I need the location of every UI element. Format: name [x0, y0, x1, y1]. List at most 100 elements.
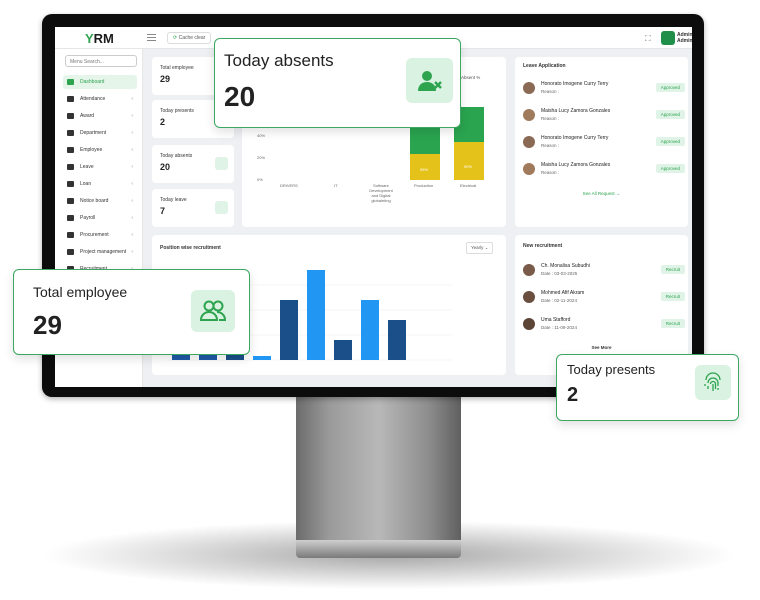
status-badge: Recruit — [660, 319, 685, 328]
sidebar-item-loan[interactable]: Loan ‹ — [63, 177, 137, 191]
stat-label: Total employee — [160, 65, 194, 71]
recruitment-bar — [307, 270, 325, 360]
leave-row[interactable]: Maisha Lucy Zamora Gonzales Reason : Appro… — [523, 160, 685, 180]
avatar — [523, 82, 535, 94]
sidebar-item-award[interactable]: Award ‹ — [63, 109, 137, 123]
attendance-icon — [67, 96, 74, 102]
status-badge: Approved — [655, 164, 685, 173]
notice-icon — [67, 198, 74, 204]
bar-electrical-absent — [454, 142, 484, 180]
float-today-absents: Today absents 20 — [214, 38, 461, 128]
award-icon — [67, 113, 74, 119]
sidebar-item-notice-board[interactable]: Notice board ‹ — [63, 194, 137, 208]
sidebar-item-attendance[interactable]: Attendance ‹ — [63, 92, 137, 106]
recruitment-bar — [388, 320, 406, 360]
recruit-row[interactable]: Ch. Monalisa Subudhi Date : 03-03-2025 Rec… — [523, 261, 685, 281]
recruitment-bar — [253, 356, 271, 360]
stat-label: Today absents — [160, 153, 193, 159]
bar-label: 10% — [464, 203, 473, 208]
recruitment-bar — [334, 340, 352, 360]
sidebar-item-payroll[interactable]: Payroll ‹ — [63, 211, 137, 225]
yearly-select[interactable]: Yearly ⌄ — [466, 242, 494, 254]
monitor-stand-base — [296, 540, 461, 558]
menu-toggle-icon[interactable] — [147, 34, 156, 41]
stat-card-today-absents: Today absents 20 — [152, 145, 234, 183]
position-chart-title: Position wise recruitment — [160, 245, 221, 251]
project-icon — [67, 249, 74, 255]
admin-avatar[interactable] — [661, 31, 675, 45]
status-badge: Approved — [655, 137, 685, 146]
new-recruitment-card: New recruitment Ch. Monalisa Subudhi Date… — [515, 235, 688, 375]
see-more-link[interactable]: See More — [591, 345, 612, 350]
status-badge: Approved — [655, 110, 685, 119]
admin-name[interactable]: Admin Admin — [677, 32, 692, 44]
user-icon — [215, 157, 228, 170]
leave-row[interactable]: Honorato Imogene Curry Terry Reason : Appr… — [523, 133, 685, 153]
users-icon — [191, 290, 235, 332]
x-tick: IT — [334, 183, 338, 188]
user-icon — [215, 201, 228, 214]
x-tick: DRIVERS — [280, 183, 298, 188]
float-total-employee: Total employee 29 — [13, 269, 250, 355]
float-value: 29 — [33, 310, 62, 340]
monitor-stand — [296, 397, 461, 540]
payroll-icon — [67, 215, 74, 221]
user-x-icon — [406, 58, 453, 103]
y-tick: 20% — [257, 155, 266, 160]
procurement-icon — [67, 232, 74, 238]
x-tick: Production — [414, 183, 434, 188]
leave-row[interactable]: Maisha Lucy Zamora Gonzales Reason : Appro… — [523, 106, 685, 126]
float-today-presents: Today presents 2 — [556, 354, 739, 421]
sidebar-item-leave[interactable]: Leave ‹ — [63, 160, 137, 174]
bar-production-absent — [410, 154, 440, 180]
sidebar-item-employee[interactable]: Employee ‹ — [63, 143, 137, 157]
recruit-row[interactable]: Uma Stafford Date : 11-09-2024 Recruit — [523, 315, 685, 335]
x-tick: Software Development and Digital globale… — [369, 183, 393, 203]
recruit-row[interactable]: Mohmed Afif Akram Date : 02-11-2024 Recrui… — [523, 288, 685, 308]
bar-label: 90% — [464, 164, 473, 169]
app-logo[interactable]: YRM — [85, 31, 114, 46]
float-value: 2 — [567, 384, 579, 406]
sidebar-item-procurement[interactable]: Procurement ‹ — [63, 228, 137, 242]
float-label: Total employee — [33, 284, 128, 300]
status-badge: Recruit — [660, 265, 685, 274]
leave-row[interactable]: Honorato Imogene Curry Terry Reason : Appr… — [523, 79, 685, 99]
float-label: Today absents — [224, 51, 334, 70]
y-tick: 40% — [257, 133, 266, 138]
leave-application-title: Leave Application — [523, 63, 566, 69]
stat-label: Today presents — [160, 108, 194, 114]
bar-label: 95% — [420, 167, 429, 172]
recruitment-bar — [361, 300, 379, 360]
leave-icon — [67, 164, 74, 170]
float-value: 20 — [224, 81, 256, 112]
float-label: Today presents — [567, 362, 656, 377]
stat-value: 2 — [160, 117, 166, 127]
fullscreen-icon[interactable]: ⛶ — [645, 34, 651, 43]
sidebar-item-department[interactable]: Department ‹ — [63, 126, 137, 140]
sidebar-item-dashboard[interactable]: Dashboard — [63, 75, 137, 89]
stat-card-today-leave: Today leave 7 — [152, 189, 234, 227]
avatar — [523, 109, 535, 121]
y-tick: 0% — [257, 177, 263, 182]
employee-icon — [67, 147, 74, 153]
stat-value: 7 — [160, 206, 166, 216]
loan-icon — [67, 181, 74, 187]
recruitment-bar — [199, 350, 217, 360]
see-all-request-link[interactable]: See All Request → — [582, 191, 621, 196]
menu-search-input[interactable]: Menu Search... — [65, 55, 137, 67]
avatar — [523, 136, 535, 148]
recruitment-bar — [172, 350, 190, 360]
fingerprint-icon — [695, 365, 731, 400]
bar-label: 10% — [420, 203, 429, 208]
avatar — [523, 318, 535, 330]
sidebar-item-project-management[interactable]: Project management ‹ — [63, 245, 137, 259]
department-icon — [67, 130, 74, 136]
leave-application-card: Leave Application Honorato Imogene Curry… — [515, 57, 688, 227]
avatar — [523, 291, 535, 303]
avatar — [523, 264, 535, 276]
stat-value: 20 — [160, 162, 171, 172]
cache-clear-button[interactable]: ⟳ Cache clear — [167, 32, 212, 44]
new-recruitment-title: New recruitment — [523, 243, 563, 249]
status-badge: Approved — [655, 83, 685, 92]
x-tick: Electrical — [460, 183, 477, 188]
